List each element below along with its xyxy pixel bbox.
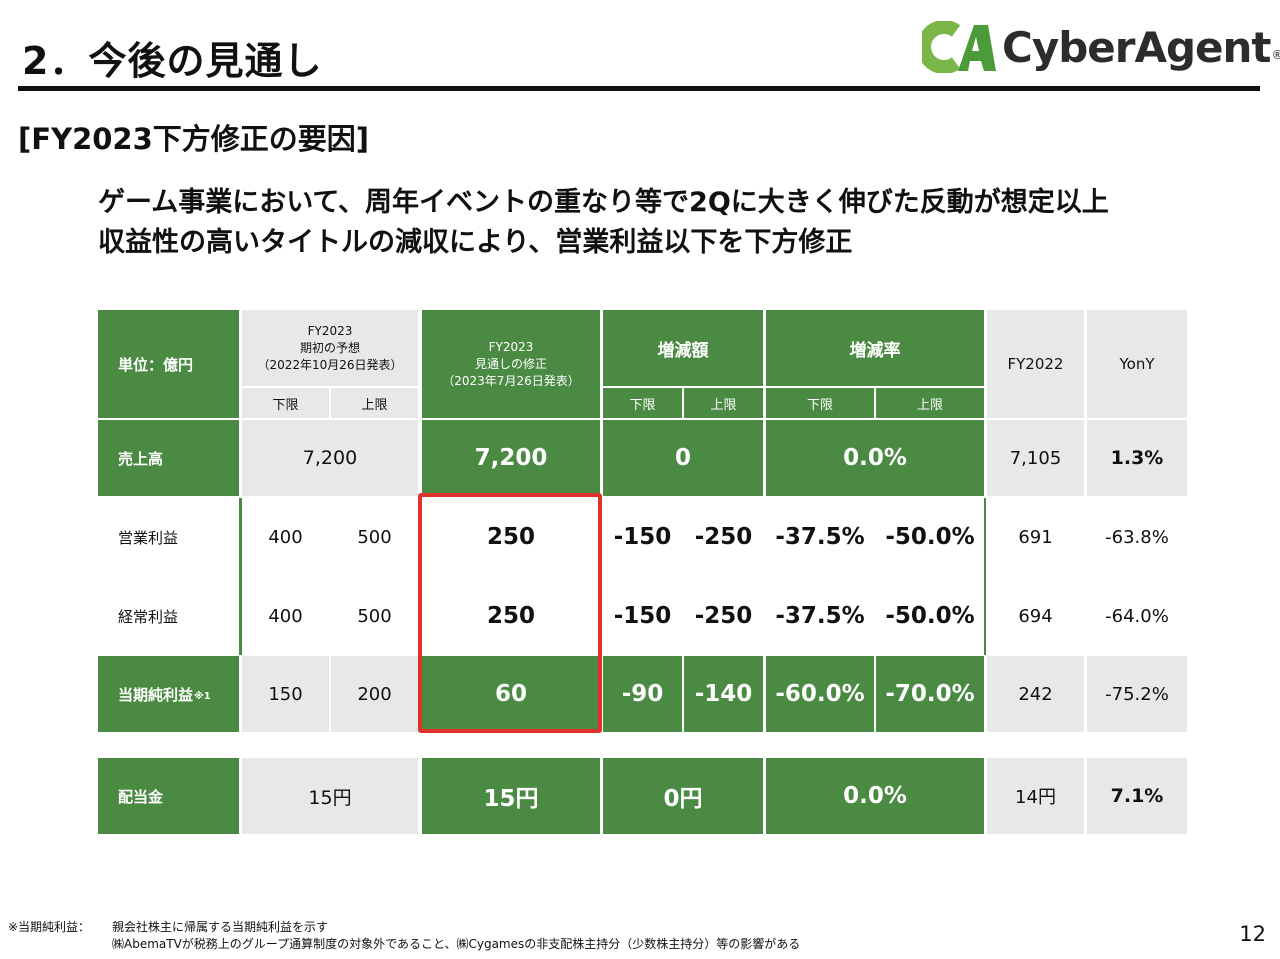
revised-forecast-header: FY2023 見通しの修正 （2023年7月26日発表） [422,310,600,418]
page-title: 2．今後の見通し [22,39,323,83]
dividend-change-rate: 0.0% [766,758,984,834]
ord-rate-lower: -37.5% [766,577,874,655]
amount-upper-header: 上限 [684,388,763,418]
ord-amount-lower: -150 [603,577,682,655]
ord-revised: 250 [422,577,600,655]
ord-initial-upper: 500 [331,577,418,655]
row-label-net-income: 当期純利益 ※1 [98,656,239,732]
page-number: 12 [1239,922,1266,946]
net-initial-upper: 200 [331,656,418,732]
dividend-yony: 7.1% [1087,758,1187,834]
dividend-initial: 15円 [242,758,418,834]
op-rate-lower: -37.5% [766,498,874,576]
sales-revised: 7,200 [422,420,600,496]
yony-header: YonY [1087,310,1187,418]
op-initial-lower: 400 [242,498,329,576]
logo-registered-mark: ® [1271,48,1280,62]
op-revised: 250 [422,498,600,576]
net-income-note: ※1 [194,690,211,702]
dividend-fy2022: 14円 [987,758,1084,834]
revised-header-line-1: FY2023 [488,339,534,354]
row-label-ordinary-profit: 経常利益 [98,577,239,655]
net-rate-lower: -60.0% [766,656,874,732]
logo-text: CyberAgent [1002,22,1271,72]
row-separator [984,498,986,655]
sales-change-amount: 0 [603,420,763,496]
change-amount-header: 増減額 [603,310,763,386]
dividend-revised: 15円 [422,758,600,834]
revised-column-highlight [418,493,602,733]
ord-amount-upper: -250 [684,577,763,655]
dividend-change-amount: 0円 [603,758,763,834]
row-separator [239,498,242,655]
net-yony: -75.2% [1087,656,1187,732]
title-divider [18,86,1260,91]
row-label-operating-profit: 営業利益 [98,498,239,576]
net-income-label: 当期純利益 [118,685,194,704]
section-heading: [FY2023下方修正の要因] [18,122,370,156]
sales-yony: 1.3% [1087,420,1187,496]
revised-header-line-2: 見通しの修正 [474,356,547,371]
op-rate-upper: -50.0% [876,498,984,576]
initial-upper-header: 上限 [331,388,418,418]
initial-lower-header: 下限 [242,388,329,418]
unit-header: 単位：億円 [98,310,239,418]
ord-rate-upper: -50.0% [876,577,984,655]
op-initial-upper: 500 [331,498,418,576]
net-fy2022: 242 [987,656,1084,732]
op-yony: -63.8% [1087,498,1187,576]
cyberagent-logo: CyberAgent ® [922,18,1280,76]
initial-header-line-3: （2022年10月26日発表） [257,357,403,372]
op-amount-lower: -150 [603,498,682,576]
rate-upper-header: 上限 [876,388,984,418]
change-rate-header: 増減率 [766,310,984,386]
net-rate-upper: -70.0% [876,656,984,732]
ord-initial-lower: 400 [242,577,329,655]
footnote-line-1: 親会社株主に帰属する当期純利益を示す [112,920,329,934]
headline-line-2: 収益性の高いタイトルの減収により、営業利益以下を下方修正 [98,227,853,258]
net-initial-lower: 150 [242,656,329,732]
net-amount-upper: -140 [684,656,763,732]
sales-change-rate: 0.0% [766,420,984,496]
ord-fy2022: 694 [987,577,1084,655]
ca-mark-icon [922,21,996,73]
ord-yony: -64.0% [1087,577,1187,655]
revised-header-line-3: （2023年7月26日発表） [442,373,580,388]
net-revised: 60 [422,656,600,732]
headline: ゲーム事業において、周年イベントの重なり等で2Qに大きく伸びた反動が想定以上 収… [98,183,1109,263]
initial-forecast-header: FY2023 期初の予想 （2022年10月26日発表） [242,310,418,386]
net-amount-lower: -90 [603,656,682,732]
rate-lower-header: 下限 [766,388,874,418]
sales-fy2022: 7,105 [987,420,1084,496]
initial-header-line-2: 期初の予想 [299,340,360,355]
op-fy2022: 691 [987,498,1084,576]
amount-lower-header: 下限 [603,388,682,418]
sales-initial: 7,200 [242,420,418,496]
row-label-dividend: 配当金 [98,758,239,834]
footnote-label: ※当期純利益： [8,920,91,934]
initial-header-line-1: FY2023 [307,323,353,338]
headline-line-1: ゲーム事業において、周年イベントの重なり等で2Qに大きく伸びた反動が想定以上 [98,187,1109,218]
row-label-sales: 売上高 [98,420,239,496]
op-amount-upper: -250 [684,498,763,576]
fy2022-header: FY2022 [987,310,1084,418]
footnote-line-2: ㈱AbemaTVが税務上のグループ通算制度の対象外であること、㈱Cygamesの… [112,937,801,951]
